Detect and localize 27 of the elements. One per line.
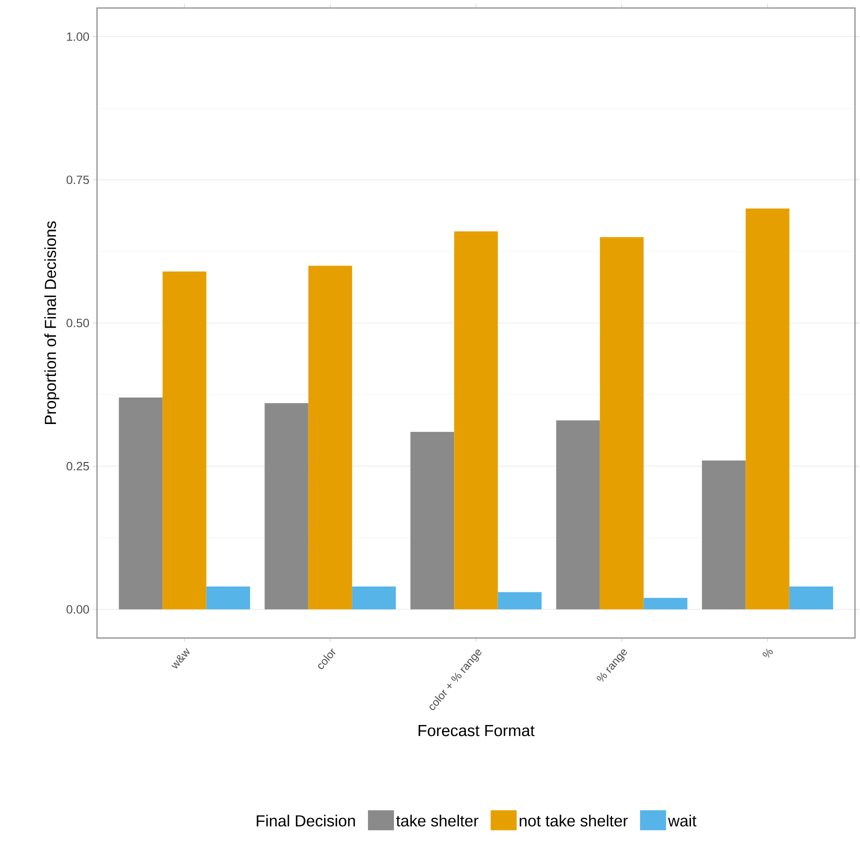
bar [206, 586, 250, 610]
bar [264, 403, 308, 610]
x-tick-label: % [762, 648, 773, 658]
legend-label: take shelter [396, 814, 478, 827]
y-tick-label: 1.00 [67, 32, 89, 41]
legend-label: wait [668, 814, 696, 827]
bar [498, 592, 542, 610]
y-tick-label: 0.50 [66, 318, 89, 328]
bar [410, 432, 454, 610]
y-tick-label: 0.00 [66, 605, 89, 614]
bar [644, 598, 688, 610]
x-axis-title: Forecast Format [418, 725, 535, 736]
bar [746, 208, 790, 610]
bar [702, 460, 746, 610]
bar [600, 237, 644, 610]
y-tick-label: 0.25 [66, 462, 89, 470]
legend-title: Final Decision [256, 814, 355, 827]
legend-label: not take shelter [520, 814, 628, 827]
bar [556, 420, 600, 610]
bar [118, 397, 163, 610]
bar [308, 266, 352, 610]
y-tick-label: 0.75 [66, 176, 89, 184]
bar [162, 271, 206, 610]
bar [454, 231, 498, 610]
bar [352, 586, 396, 610]
y-axis-title: Proportion of Final Decisions [44, 221, 60, 424]
bar [789, 586, 834, 610]
